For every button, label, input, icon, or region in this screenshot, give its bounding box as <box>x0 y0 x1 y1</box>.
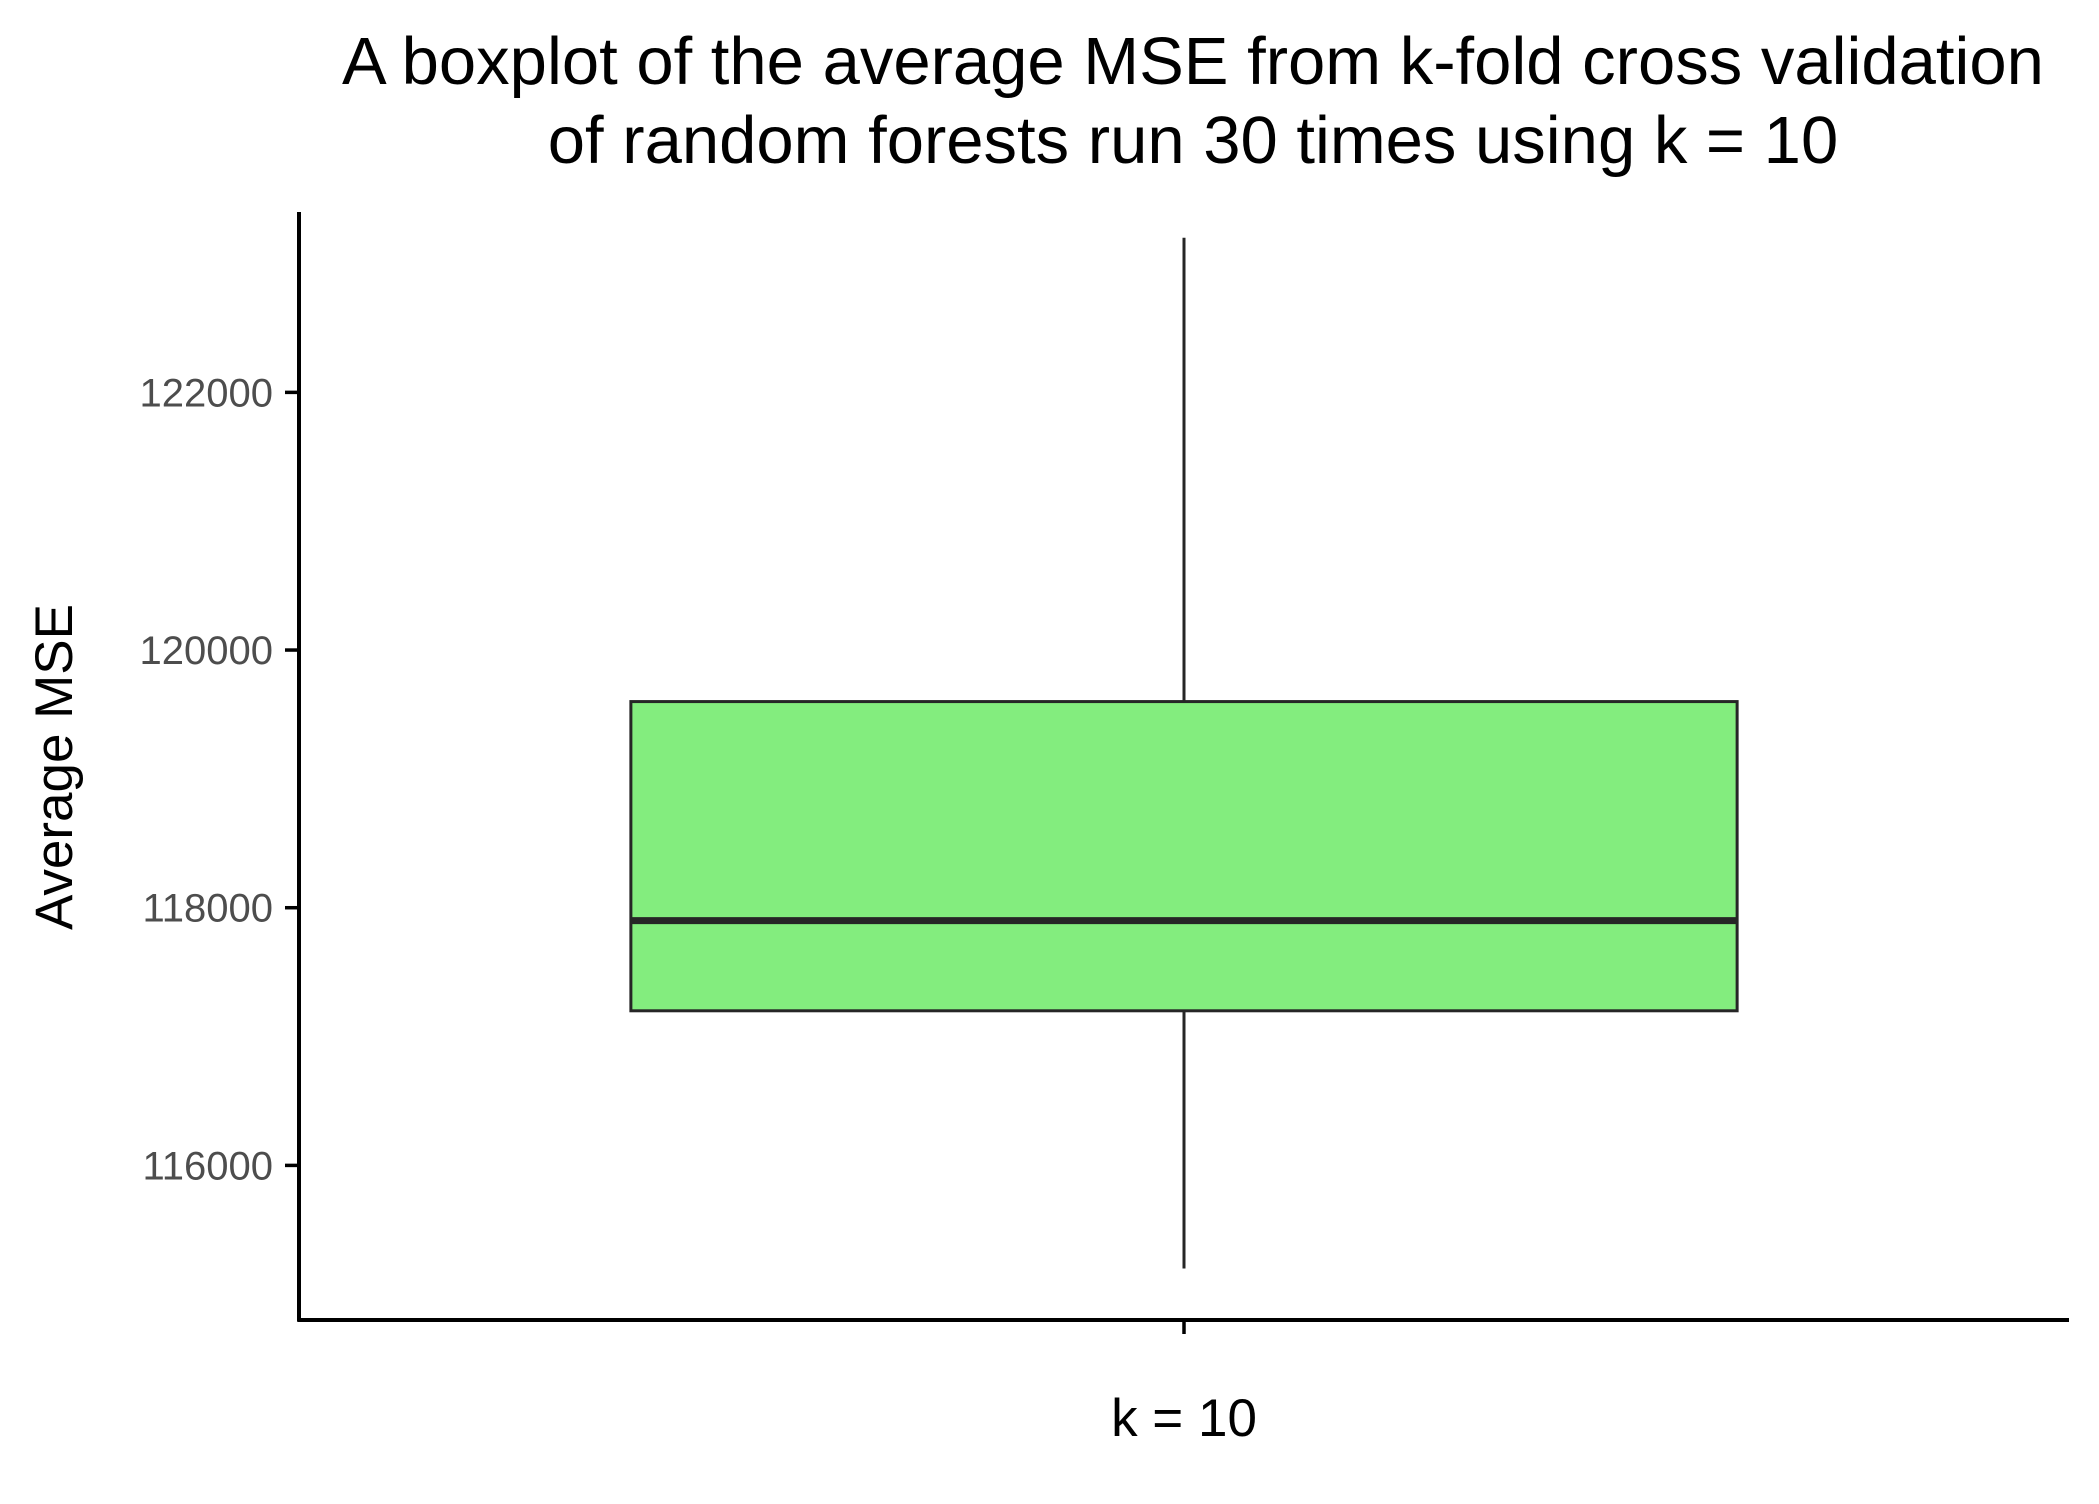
chart-title: A boxplot of the average MSE from k-fold… <box>342 24 2044 178</box>
y-axis-title: Average MSE <box>25 604 84 930</box>
plot-area: 116000 118000 120000 122000 k = 10 <box>140 212 2069 1448</box>
y-tick-label: 116000 <box>142 1144 273 1188</box>
y-tick-label: 118000 <box>142 887 273 931</box>
chart-title-line-1: A boxplot of the average MSE from k-fold… <box>342 24 2044 99</box>
y-tick-label: 122000 <box>140 371 273 415</box>
chart-title-line-2: of random forests run 30 times using k =… <box>548 103 1838 178</box>
y-tick-label: 120000 <box>140 629 273 673</box>
box-iqr <box>629 700 1739 1013</box>
x-tick-label: k = 10 <box>1111 1389 1257 1448</box>
